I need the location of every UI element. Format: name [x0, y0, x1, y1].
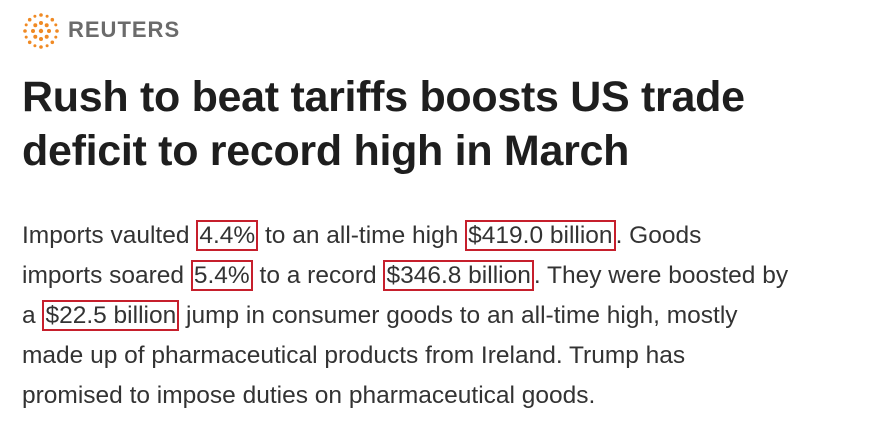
body-text: made up of pharmaceutical products from … — [22, 342, 686, 369]
highlighted-figure: 5.4% — [190, 260, 253, 291]
headline: Rush to beat tariffs boosts US trade def… — [22, 70, 745, 178]
body-line: a $22.5 billion jump in consumer goods t… — [22, 296, 788, 336]
reuters-logo — [23, 13, 59, 49]
body-text: to a record — [252, 262, 384, 289]
body-text: . Goods — [615, 222, 702, 249]
body-text: promised to impose duties on pharmaceuti… — [22, 382, 596, 409]
highlighted-figure: $22.5 billion — [42, 300, 180, 331]
body-text: a — [22, 302, 43, 329]
body-text: . They were boosted by — [533, 262, 789, 289]
body-line: imports soared 5.4% to a record $346.8 b… — [22, 256, 788, 296]
body-line: made up of pharmaceutical products from … — [22, 336, 788, 376]
body-line: Imports vaulted 4.4% to an all-time high… — [22, 216, 788, 256]
body-text: jump in consumer goods to an all-time hi… — [179, 302, 738, 329]
body-line: promised to impose duties on pharmaceuti… — [22, 376, 788, 416]
body-text: to an all-time high — [258, 222, 466, 249]
headline-line: Rush to beat tariffs boosts US trade — [22, 73, 745, 121]
headline-line: deficit to record high in March — [22, 127, 630, 175]
highlighted-figure: $346.8 billion — [383, 260, 534, 291]
article-body: Imports vaulted 4.4% to an all-time high… — [22, 216, 788, 416]
body-text: Imports vaulted — [22, 222, 197, 249]
brand: REUTERS — [68, 17, 181, 42]
highlighted-figure: $419.0 billion — [465, 220, 616, 251]
highlighted-figure: 4.4% — [196, 220, 259, 251]
body-text: imports soared — [22, 262, 191, 289]
